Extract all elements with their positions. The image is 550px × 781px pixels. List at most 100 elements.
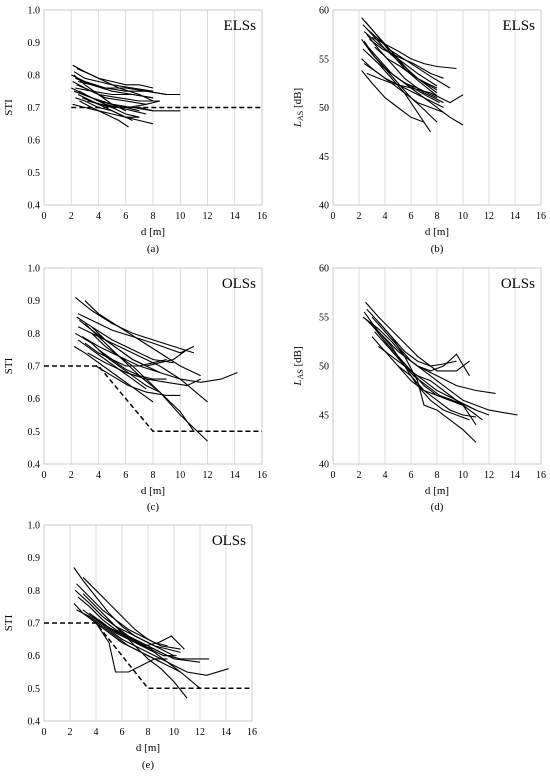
x-tick-label: 10 [175,211,185,222]
y-tick-label: 0.5 [28,684,41,695]
panel-caption: (c) [147,501,160,513]
y-tick-label: 45 [319,411,329,422]
series-line-15 [77,80,181,96]
x-tick-label: 14 [221,727,231,738]
panel-tag: OLSs [212,533,246,549]
x-axis-label: d [m] [141,226,165,238]
series-line-14 [84,342,167,367]
series-line-16 [98,349,167,380]
y-tick-label: 0.7 [28,103,41,114]
series-line-10 [363,311,470,421]
panel-caption: (a) [147,243,160,255]
y-tick-label: 0.5 [28,168,41,179]
series-line-4 [363,31,438,87]
y-tick-label: 40 [319,460,329,471]
x-tick-label: 14 [510,470,520,481]
x-tick-label: 0 [42,727,47,738]
series-line-6 [368,321,490,416]
series-line-5 [366,34,444,104]
y-axis-label-unit: [dB] [292,346,304,369]
x-tick-label: 12 [484,211,494,222]
series-line-4 [76,316,174,364]
x-tick-label: 4 [383,470,388,481]
y-tick-label: 0.8 [28,71,41,82]
y-tick-label: 1.0 [28,6,41,17]
chart-panel-b: 0 2 4 6 8 10 12 14 16 40 45 50 55 60 d [m] LAS [dB] ELSs… [292,6,546,256]
y-tick-label: 40 [319,201,329,212]
series-line-13 [87,352,201,387]
x-tick-label: 6 [123,470,128,481]
x-tick-label: 10 [175,470,185,481]
series-line-3 [365,27,451,89]
chart-panel-a: 0 2 4 6 8 10 12 14 16 0.4 0.5 0.6 0.7 0.8 0.9 1.0 d [m] S… [3,6,267,256]
x-tick-label: 6 [120,727,125,738]
y-tick-label: 0.4 [28,201,41,212]
x-tick-label: 12 [195,727,205,738]
series-line-20 [87,100,160,109]
panel-tag: OLSs [222,276,256,292]
series-line-17 [95,365,181,396]
y-tick-label: 0.4 [28,717,41,728]
plot-frame [332,9,542,206]
series-line-10 [361,58,444,108]
series-line-8 [77,339,147,390]
series-line-1 [74,296,195,354]
series-line-17 [374,46,438,89]
x-tick-label: 4 [383,211,388,222]
series-line-8 [378,345,483,421]
y-axis-label: LAS [dB] [292,346,305,386]
x-tick-label: 10 [169,727,179,738]
x-tick-label: 16 [257,470,267,481]
x-tick-label: 6 [409,470,414,481]
y-axis-label-main: L [292,380,304,387]
series-line-16 [365,21,438,97]
series-line-1 [365,301,470,372]
x-tick-label: 8 [435,470,440,481]
x-axis-label: d [m] [425,226,449,238]
x-tick-label: 2 [357,470,362,481]
x-axis-label: d [m] [136,742,160,754]
panel-caption: (e) [142,759,155,771]
y-tick-label: 0.6 [28,136,41,147]
y-tick-label: 60 [319,6,329,17]
panel-caption: (d) [431,501,444,513]
plot-frame [43,9,263,206]
y-tick-label: 55 [319,54,329,65]
x-tick-label: 0 [331,211,336,222]
x-tick-label: 8 [151,211,156,222]
series-line-5 [371,316,518,416]
panel-tag: ELSs [223,18,256,34]
threshold-line [44,365,262,433]
y-tick-label: 0.8 [28,329,41,340]
y-axis-label-main: L [292,121,304,128]
series-line-6 [76,84,147,105]
panel-tag: OLSs [501,276,535,292]
series-line-7 [365,43,464,126]
x-tick-label: 6 [123,211,128,222]
series-line-12 [81,336,238,383]
series-line-12 [72,103,140,118]
series-line-15 [91,326,188,367]
x-tick-label: 0 [42,211,47,222]
x-tick-label: 16 [536,470,546,481]
series-line-12 [95,622,168,673]
y-tick-label: 50 [319,362,329,373]
series-line-11 [79,100,129,128]
x-tick-label: 8 [435,211,440,222]
x-tick-label: 10 [458,470,468,481]
y-tick-label: 0.7 [28,619,41,630]
series-line-15 [371,36,457,70]
y-tick-label: 60 [319,264,329,275]
series-line-10 [82,609,229,676]
y-tick-label: 0.9 [28,296,41,307]
x-tick-label: 14 [230,211,240,222]
series-line-6 [361,38,438,123]
y-axis-label-sub: AS [296,369,305,379]
series-line-10 [84,323,208,442]
y-tick-label: 0.9 [28,38,41,49]
series-line-3 [84,300,201,377]
x-tick-label: 14 [230,470,240,481]
series-line-11 [363,63,444,113]
x-tick-label: 4 [96,211,101,222]
y-tick-label: 50 [319,103,329,114]
